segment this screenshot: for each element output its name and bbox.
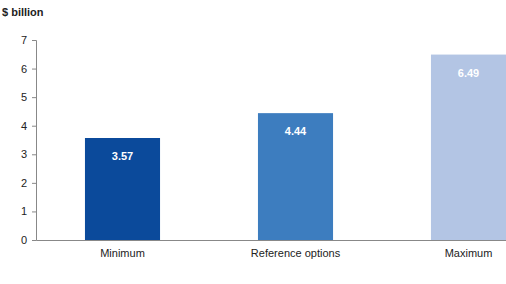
tick-label: Reference options: [251, 247, 341, 259]
bars: [85, 55, 506, 240]
x-axis: Minimum Reference options Maximum: [37, 240, 506, 259]
tick: 0: [21, 234, 36, 246]
data-labels: 3.57 4.44 6.49: [112, 67, 479, 162]
tick: 2: [21, 177, 36, 189]
tick: 1: [21, 205, 36, 217]
data-label: 3.57: [112, 150, 133, 162]
tick: 6: [21, 63, 36, 75]
tick: 5: [21, 91, 36, 103]
chart: 0 1 2 3 4 5 6 7 Minimum Reference options Maximum $…: [0, 0, 506, 284]
tick-mark: [32, 69, 36, 70]
axis-line: [37, 240, 506, 241]
tick-mark: [32, 154, 36, 155]
tick-label: 5: [21, 91, 27, 103]
tick-label: 3: [21, 148, 27, 160]
bar: [258, 113, 333, 240]
tick-label: 1: [21, 205, 27, 217]
tick-label: Minimum: [100, 247, 145, 259]
data-label: 4.44: [285, 125, 307, 137]
tick-mark: [32, 211, 36, 212]
axis-line: [32, 41, 37, 241]
tick: 3: [21, 148, 36, 160]
tick: Maximum: [445, 240, 493, 259]
tick-label: 4: [21, 120, 27, 132]
bar: [431, 55, 506, 240]
tick-label: 2: [21, 177, 27, 189]
tick-label: 7: [21, 34, 27, 46]
tick: 7: [21, 34, 36, 46]
bar: [85, 138, 160, 240]
y-axis: 0 1 2 3 4 5 6 7: [21, 34, 37, 246]
tick: 4: [21, 120, 36, 132]
tick-label: 6: [21, 63, 27, 75]
tick: Reference options: [251, 240, 341, 259]
tick-label: Maximum: [445, 247, 493, 259]
tick-mark: [32, 183, 36, 184]
tick-mark: [32, 97, 36, 98]
tick-mark: [32, 240, 36, 241]
data-label: 6.49: [458, 67, 479, 79]
tick-mark: [32, 40, 36, 41]
tick-label: 0: [21, 234, 27, 246]
axis-title: $ billion: [2, 6, 44, 18]
tick: Minimum: [100, 240, 145, 259]
tick-mark: [32, 126, 36, 127]
